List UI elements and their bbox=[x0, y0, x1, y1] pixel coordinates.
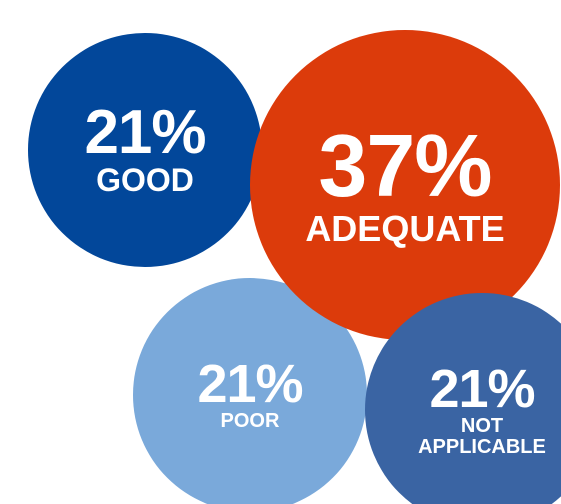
bubble: 21% NOT APPLICABLE bbox=[365, 293, 561, 504]
value-label: 37% bbox=[318, 116, 492, 216]
bubble: 37% ADEQUATE bbox=[249, 29, 561, 341]
bubble: 21% GOOD bbox=[28, 33, 262, 267]
category-label: POOR bbox=[220, 410, 280, 433]
value-label: 21% bbox=[197, 354, 303, 415]
category-label: ADEQUATE bbox=[305, 208, 505, 250]
category-label: GOOD bbox=[96, 162, 194, 199]
value-label: 21% bbox=[429, 358, 535, 419]
category-label: NOT APPLICABLE bbox=[418, 414, 546, 458]
value-label: 21% bbox=[84, 98, 206, 168]
